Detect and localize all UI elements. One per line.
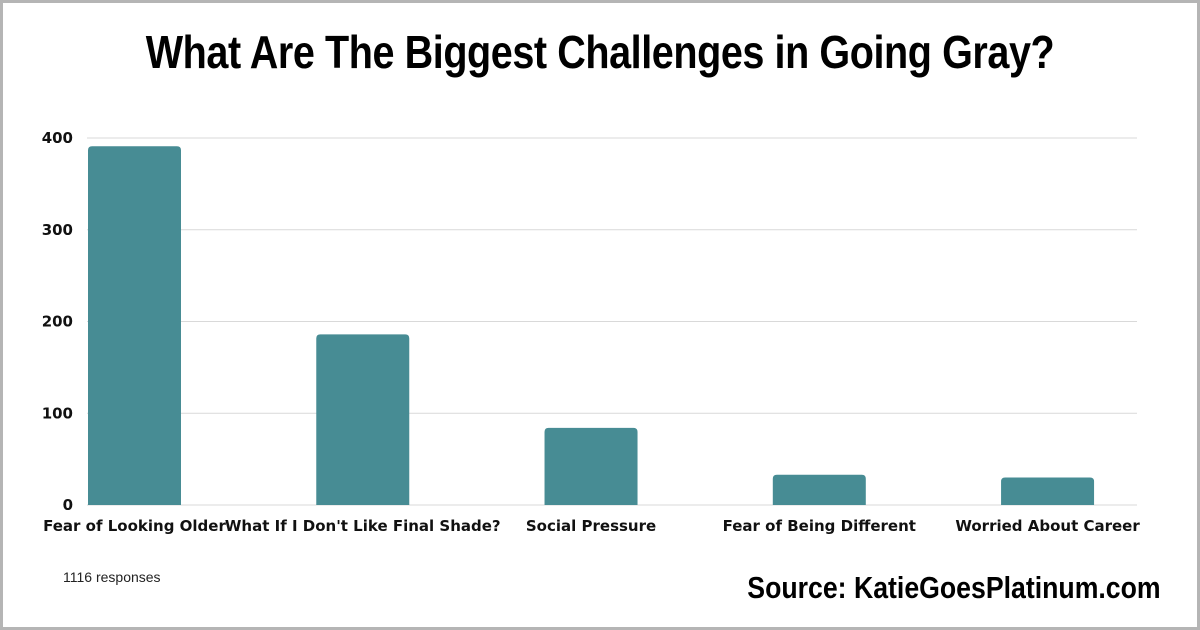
y-tick-label: 200 xyxy=(42,313,73,331)
gridlines xyxy=(87,137,1137,506)
bar-0 xyxy=(88,146,181,505)
y-tick-label: 400 xyxy=(42,129,73,147)
x-category-label: What If I Don't Like Final Shade? xyxy=(225,517,501,535)
bar-chart: 0 100 200 300 400 Fear of Looking Older What … xyxy=(42,129,1141,535)
bar-2 xyxy=(544,427,638,505)
source-credit: Source: KatieGoesPlatinum.com xyxy=(747,570,1161,605)
x-category-label: Fear of Being Different xyxy=(723,517,916,535)
x-category-label: Fear of Looking Older xyxy=(43,517,226,535)
y-tick-label: 300 xyxy=(42,221,73,239)
bar-4 xyxy=(1001,477,1095,505)
y-tick-label: 100 xyxy=(42,404,73,422)
response-count-note: 1116 responses xyxy=(63,569,161,585)
x-category-label: Social Pressure xyxy=(526,517,656,535)
bar-3 xyxy=(772,474,866,505)
bars xyxy=(88,146,1095,505)
x-axis-labels: Fear of Looking Older What If I Don't Lik… xyxy=(43,517,1140,535)
x-category-label: Worried About Career xyxy=(955,517,1140,535)
chart-title: What Are The Biggest Challenges in Going… xyxy=(145,26,1055,78)
bar-1 xyxy=(316,334,410,505)
y-tick-label: 0 xyxy=(63,496,73,514)
y-axis-ticks: 0 100 200 300 400 xyxy=(42,129,73,514)
